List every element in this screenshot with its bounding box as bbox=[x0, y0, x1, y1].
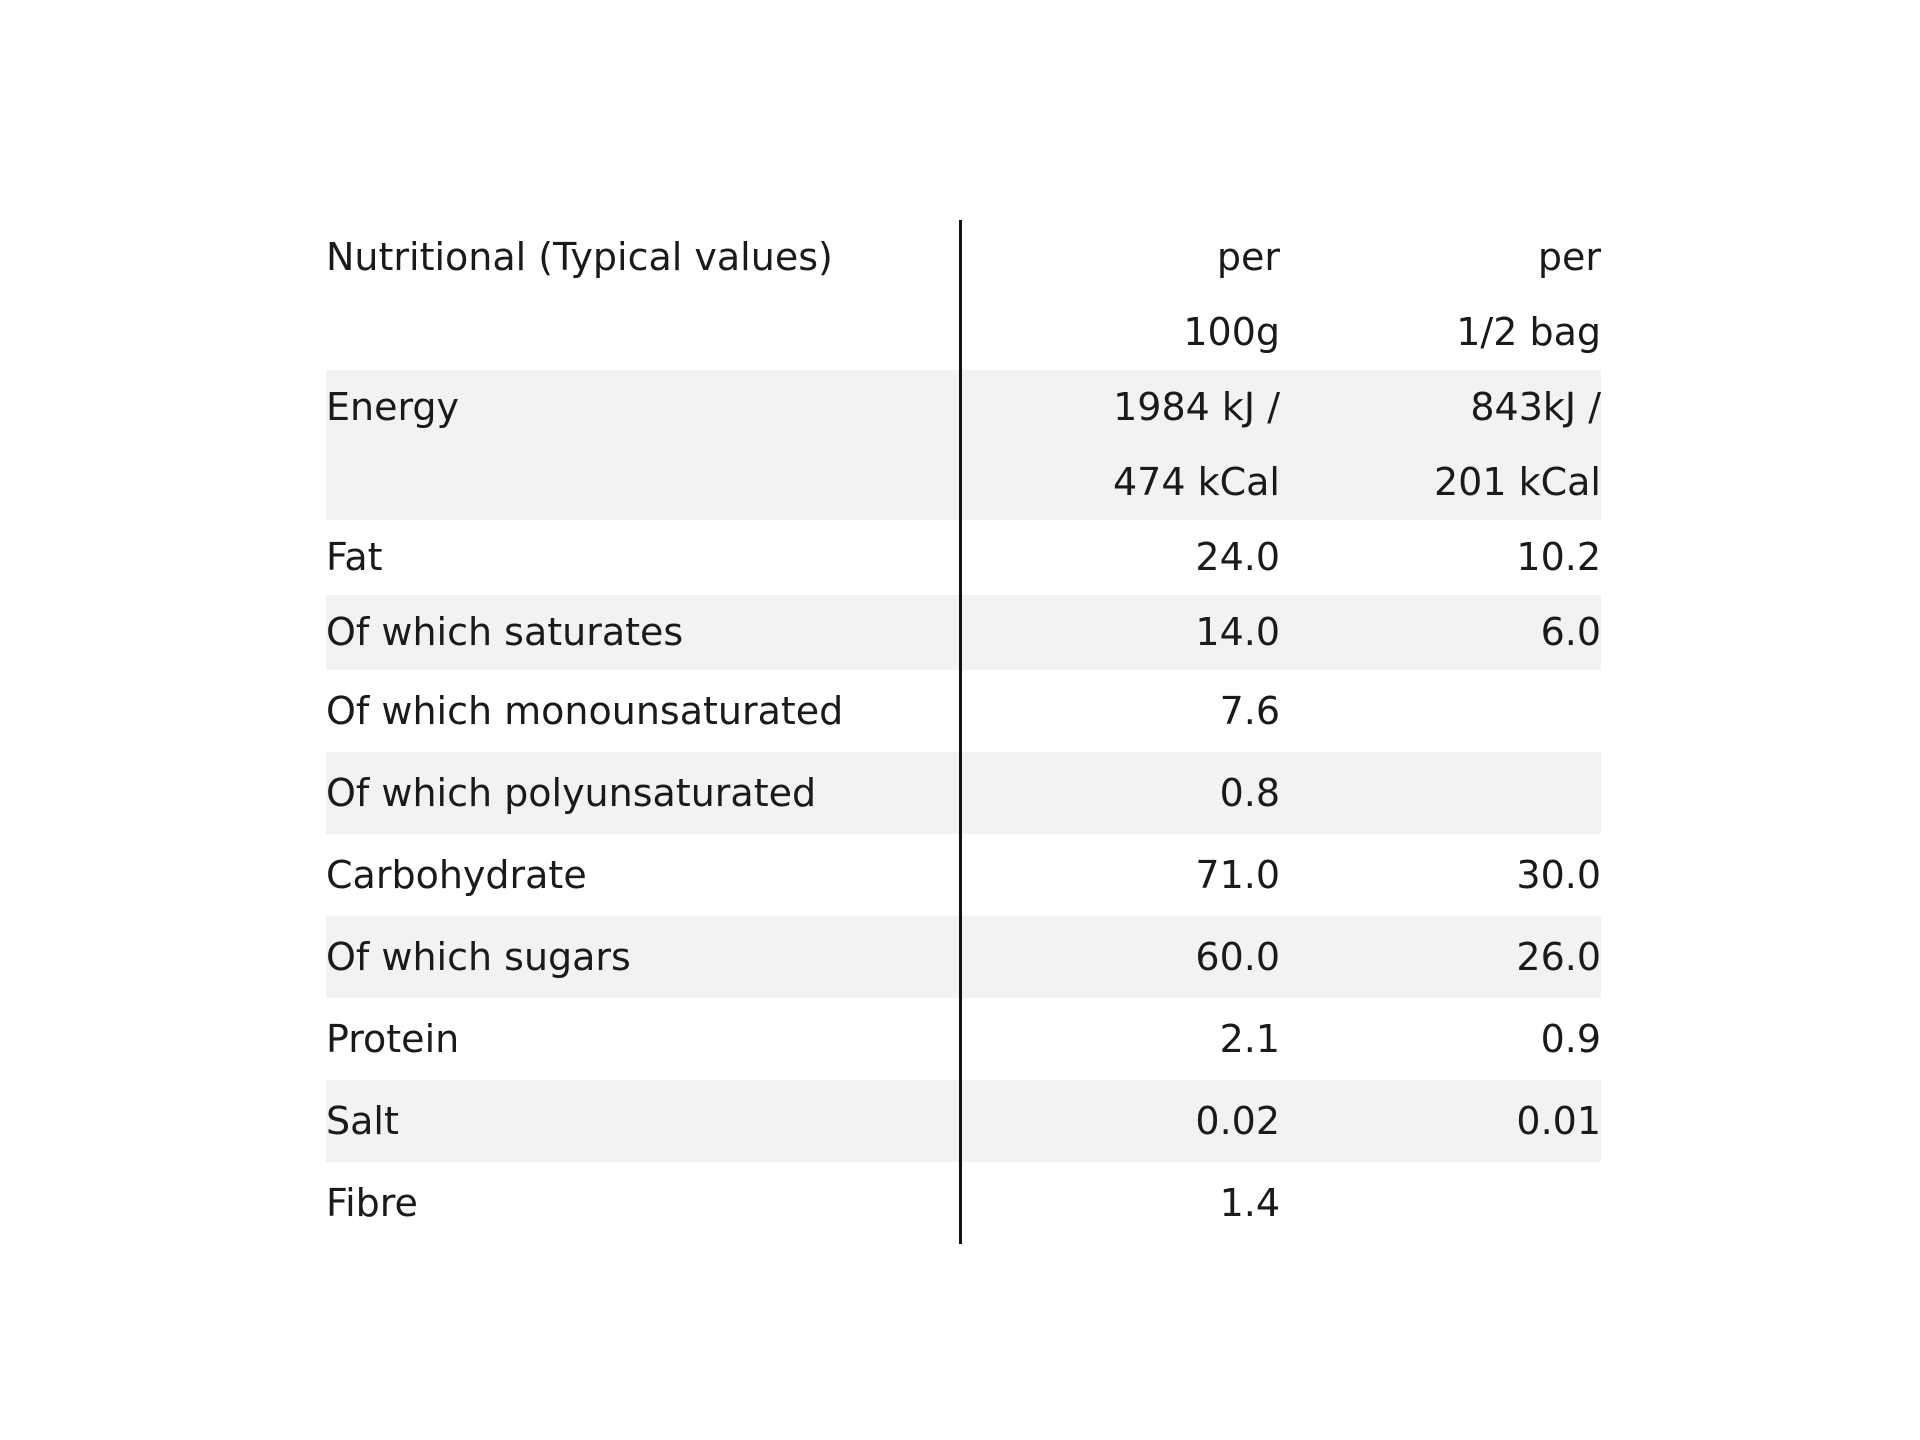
cell-text: 24.0 bbox=[1195, 535, 1280, 579]
cell-text: Salt bbox=[326, 1099, 399, 1143]
cell-text: Fibre bbox=[326, 1181, 418, 1225]
value-cell: 60.0 bbox=[962, 916, 1280, 998]
cell-text: 14.0 bbox=[1195, 610, 1280, 654]
value-cell: 1984 kJ / 474 kCal bbox=[962, 370, 1280, 520]
table-row: Of which sugars 60.0 26.0 bbox=[326, 916, 1601, 998]
table-row: Of which polyunsaturated 0.8 bbox=[326, 752, 1601, 834]
cell-text: 201 kCal bbox=[1434, 460, 1601, 504]
cell-text: Fat bbox=[326, 535, 383, 579]
value-cell: 30.0 bbox=[1280, 834, 1601, 916]
value-cell bbox=[1280, 670, 1601, 752]
cell-text: Of which monounsaturated bbox=[326, 689, 844, 733]
cell-text: 6.0 bbox=[1540, 610, 1601, 654]
cell-text: Carbohydrate bbox=[326, 853, 587, 897]
table-row: Energy 1984 kJ / 474 kCal 843kJ / 201 kCal bbox=[326, 370, 1601, 520]
table-row: Fibre 1.4 bbox=[326, 1162, 1601, 1244]
label-cell: Salt bbox=[326, 1080, 962, 1162]
nutrition-table: Nutritional (Typical values) per 100g per 1/… bbox=[326, 220, 1601, 1244]
label-cell: Of which saturates bbox=[326, 595, 962, 670]
value-cell: 26.0 bbox=[1280, 916, 1601, 998]
cell-text: 1/2 bag bbox=[1456, 310, 1601, 354]
table-row: Of which saturates 14.0 6.0 bbox=[326, 595, 1601, 670]
cell-text: 0.01 bbox=[1516, 1099, 1601, 1143]
value-cell: 24.0 bbox=[962, 520, 1280, 595]
cell-text: Nutritional (Typical values) bbox=[326, 235, 833, 279]
label-cell: Energy bbox=[326, 370, 962, 520]
value-cell: per 1/2 bag bbox=[1280, 220, 1601, 370]
label-cell: Fat bbox=[326, 520, 962, 595]
cell-text: 0.8 bbox=[1219, 771, 1280, 815]
label-cell: Nutritional (Typical values) bbox=[326, 220, 962, 370]
cell-text: per bbox=[1537, 235, 1601, 279]
cell-text: 1.4 bbox=[1219, 1181, 1280, 1225]
cell-text: 2.1 bbox=[1219, 1017, 1280, 1061]
cell-text: 100g bbox=[1183, 310, 1280, 354]
cell-text: Of which polyunsaturated bbox=[326, 771, 817, 815]
cell-text: Of which saturates bbox=[326, 610, 684, 654]
cell-text: 26.0 bbox=[1516, 935, 1601, 979]
cell-text: 1984 kJ / bbox=[1113, 385, 1280, 429]
label-cell: Fibre bbox=[326, 1162, 962, 1244]
header-row: Nutritional (Typical values) per 100g per 1/… bbox=[326, 220, 1601, 370]
table-row: Carbohydrate 71.0 30.0 bbox=[326, 834, 1601, 916]
cell-text: 71.0 bbox=[1195, 853, 1280, 897]
cell-text: 7.6 bbox=[1219, 689, 1280, 733]
value-cell bbox=[1280, 752, 1601, 834]
value-cell: 6.0 bbox=[1280, 595, 1601, 670]
value-cell: 2.1 bbox=[962, 998, 1280, 1080]
cell-text: 0.9 bbox=[1540, 1017, 1601, 1061]
label-cell: Of which sugars bbox=[326, 916, 962, 998]
cell-text: Energy bbox=[326, 385, 460, 429]
cell-text: 474 kCal bbox=[1113, 460, 1280, 504]
value-cell: per 100g bbox=[962, 220, 1280, 370]
value-cell: 0.01 bbox=[1280, 1080, 1601, 1162]
table-row: Protein 2.1 0.9 bbox=[326, 998, 1601, 1080]
label-cell: Of which polyunsaturated bbox=[326, 752, 962, 834]
cell-text: 10.2 bbox=[1516, 535, 1601, 579]
value-cell: 843kJ / 201 kCal bbox=[1280, 370, 1601, 520]
cell-text: 0.02 bbox=[1195, 1099, 1280, 1143]
cell-text: Protein bbox=[326, 1017, 460, 1061]
value-cell: 7.6 bbox=[962, 670, 1280, 752]
value-cell: 10.2 bbox=[1280, 520, 1601, 595]
value-cell: 14.0 bbox=[962, 595, 1280, 670]
value-cell: 0.9 bbox=[1280, 998, 1601, 1080]
value-cell bbox=[1280, 1162, 1601, 1244]
label-cell: Of which monounsaturated bbox=[326, 670, 962, 752]
cell-text: Of which sugars bbox=[326, 935, 631, 979]
label-cell: Protein bbox=[326, 998, 962, 1080]
value-cell: 71.0 bbox=[962, 834, 1280, 916]
table-row: Fat 24.0 10.2 bbox=[326, 520, 1601, 595]
cell-text: 30.0 bbox=[1516, 853, 1601, 897]
table-row: Of which monounsaturated 7.6 bbox=[326, 670, 1601, 752]
label-cell: Carbohydrate bbox=[326, 834, 962, 916]
value-cell: 1.4 bbox=[962, 1162, 1280, 1244]
table-row: Salt 0.02 0.01 bbox=[326, 1080, 1601, 1162]
cell-text: per bbox=[1216, 235, 1280, 279]
cell-text: 60.0 bbox=[1195, 935, 1280, 979]
value-cell: 0.8 bbox=[962, 752, 1280, 834]
value-cell: 0.02 bbox=[962, 1080, 1280, 1162]
cell-text: 843kJ / bbox=[1470, 385, 1601, 429]
